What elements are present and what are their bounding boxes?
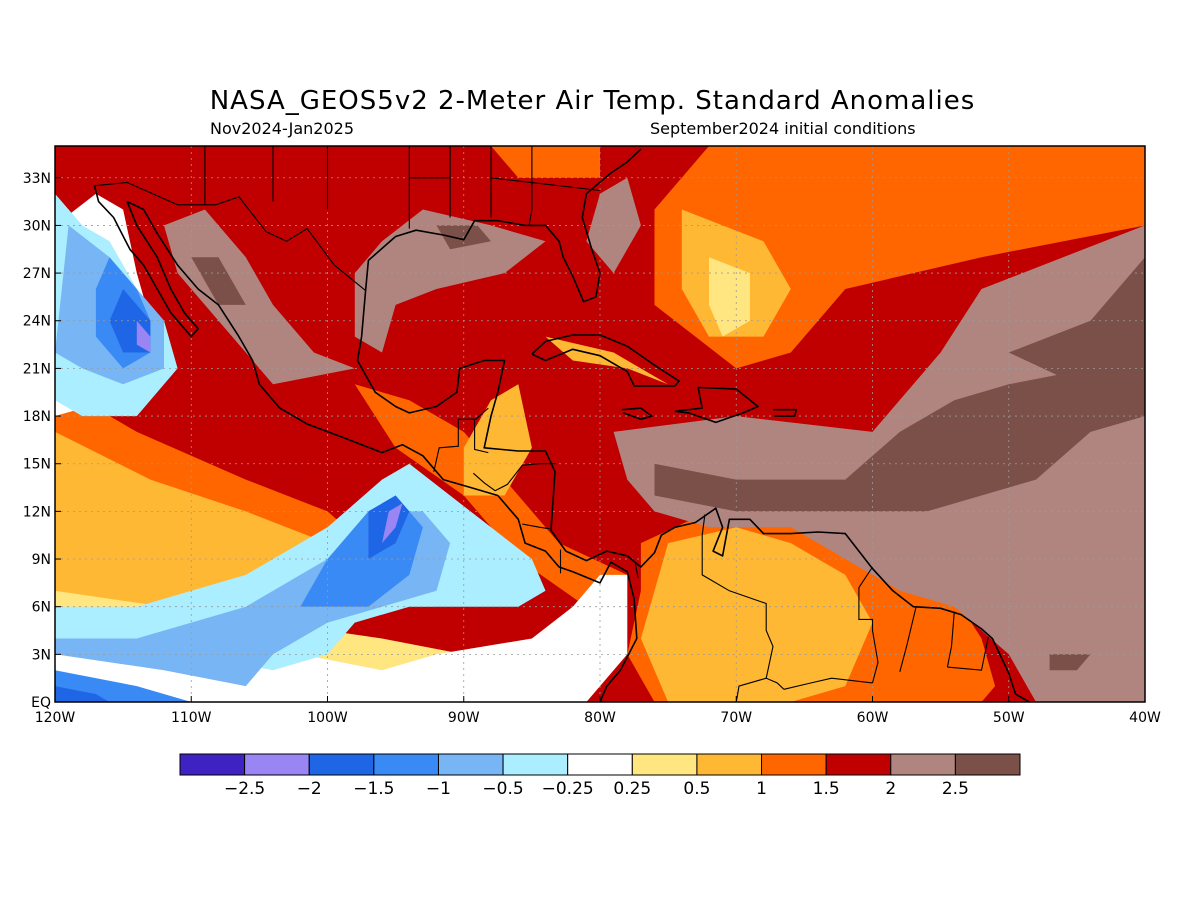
colorbar-swatch	[437, 753, 504, 776]
y-tick-label: EQ	[31, 695, 51, 711]
colorbar-label: −1.5	[353, 779, 394, 799]
border-4	[522, 523, 550, 530]
anomaly-region-26	[136, 320, 151, 353]
coastline-5	[674, 386, 759, 424]
border-1	[433, 407, 489, 472]
colorbar-swatch	[761, 753, 827, 776]
y-tick-label: 3N	[32, 647, 51, 663]
coastlines	[93, 148, 1030, 702]
colorbar-label: 1.5	[813, 779, 840, 799]
anomaly-region-11	[709, 257, 750, 337]
colorbar-label: −2.5	[224, 779, 265, 799]
x-tick-label: 40W	[1129, 710, 1161, 726]
x-tick-label: 100W	[307, 710, 348, 726]
colorbar: −2.5 −2 −1.5 −1 −0.5 −0.25 0.25 0.5 1 1.5 2 2.5	[179, 753, 1021, 799]
y-tick-label: 24N	[23, 314, 51, 330]
x-tick-label: 50W	[993, 710, 1025, 726]
colorbar-label: −0.25	[542, 779, 594, 799]
y-tick-label: 15N	[23, 457, 51, 473]
x-tick-label: 110W	[171, 710, 212, 726]
border-13	[947, 636, 989, 671]
x-tick-label: 70W	[720, 710, 752, 726]
colorbar-label: 0.25	[613, 779, 651, 799]
colorbar-swatch	[502, 753, 569, 776]
border-2	[474, 419, 489, 454]
y-tick-label: 27N	[23, 266, 51, 282]
initial-conditions: September2024 initial conditions	[650, 119, 916, 138]
border-7	[701, 514, 785, 690]
anomaly-region-8	[463, 384, 532, 496]
anomaly-region-27	[382, 503, 403, 544]
colorbar-label: 2.5	[942, 779, 969, 799]
anomaly-contours	[55, 146, 1145, 702]
y-tick-label: 6N	[32, 600, 51, 616]
colorbar-swatch	[373, 753, 439, 776]
anomaly-region-35	[191, 257, 246, 305]
anomaly-region-33	[1008, 257, 1145, 385]
border-19	[528, 146, 533, 226]
y-tick-label: 30N	[23, 218, 51, 234]
colorbar-swatch	[179, 753, 246, 776]
y-tick-label: 21N	[23, 361, 51, 377]
coastline-1	[126, 200, 638, 702]
coastline-7	[773, 408, 798, 417]
colorbar-swatch	[631, 753, 698, 776]
border-9	[858, 566, 879, 684]
x-tick-label: 60W	[857, 710, 889, 726]
border-3	[472, 463, 557, 492]
coastline-6	[621, 407, 653, 421]
border-21	[490, 177, 601, 192]
anomaly-region-2	[491, 146, 600, 178]
colorbar-swatch	[825, 753, 892, 776]
colorbar-label: −0.5	[482, 779, 523, 799]
colorbar-swatch	[244, 753, 310, 776]
border-10	[899, 606, 917, 672]
x-tick-label: 120W	[35, 710, 76, 726]
coastline-4	[531, 334, 680, 387]
x-tick-label: 90W	[448, 710, 480, 726]
y-tick-label: 18N	[23, 409, 51, 425]
colorbar-label: 1	[756, 779, 767, 799]
colorbar-swatch	[696, 753, 763, 776]
border-12	[783, 677, 873, 690]
anomaly-region-30	[354, 209, 546, 353]
map-title: NASA_GEOS5v2 2-Meter Air Temp. Standard …	[209, 86, 976, 116]
colorbar-label: −1	[426, 779, 451, 799]
border-11	[946, 611, 955, 668]
coastline-2	[356, 290, 1030, 702]
colorbar-label: 0.5	[683, 779, 710, 799]
colorbar-swatch	[308, 753, 375, 776]
border-6	[634, 563, 639, 579]
colorbar-swatch	[890, 753, 956, 776]
anomaly-region-29	[164, 209, 355, 385]
y-tick-label: 12N	[23, 504, 51, 520]
political-borders	[94, 146, 989, 702]
border-0	[94, 181, 366, 292]
y-tick-label: 33N	[23, 171, 51, 187]
colorbar-swatch	[954, 753, 1021, 776]
anomaly-region-36	[1049, 654, 1091, 671]
border-8	[735, 677, 767, 702]
coastline-3	[364, 148, 642, 303]
colorbar-label: −2	[297, 779, 322, 799]
anomaly-region-23	[55, 686, 110, 702]
x-tick-label: 80W	[584, 710, 616, 726]
anomaly-region-7	[640, 527, 873, 702]
forecast-period: Nov2024-Jan2025	[210, 119, 354, 138]
y-tick-label: 9N	[32, 552, 51, 568]
grid-lines	[55, 146, 1145, 702]
colorbar-swatch	[567, 753, 633, 776]
longitude-axis: 120W 110W 100W 90W 80W 70W 60W 50W 40W	[35, 696, 1161, 726]
coastline-0	[93, 185, 199, 338]
latitude-axis: EQ 3N 6N 9N 12N 15N 18N 21N 24N 27N 30N 33N	[23, 171, 61, 711]
colorbar-label: 2	[885, 779, 896, 799]
